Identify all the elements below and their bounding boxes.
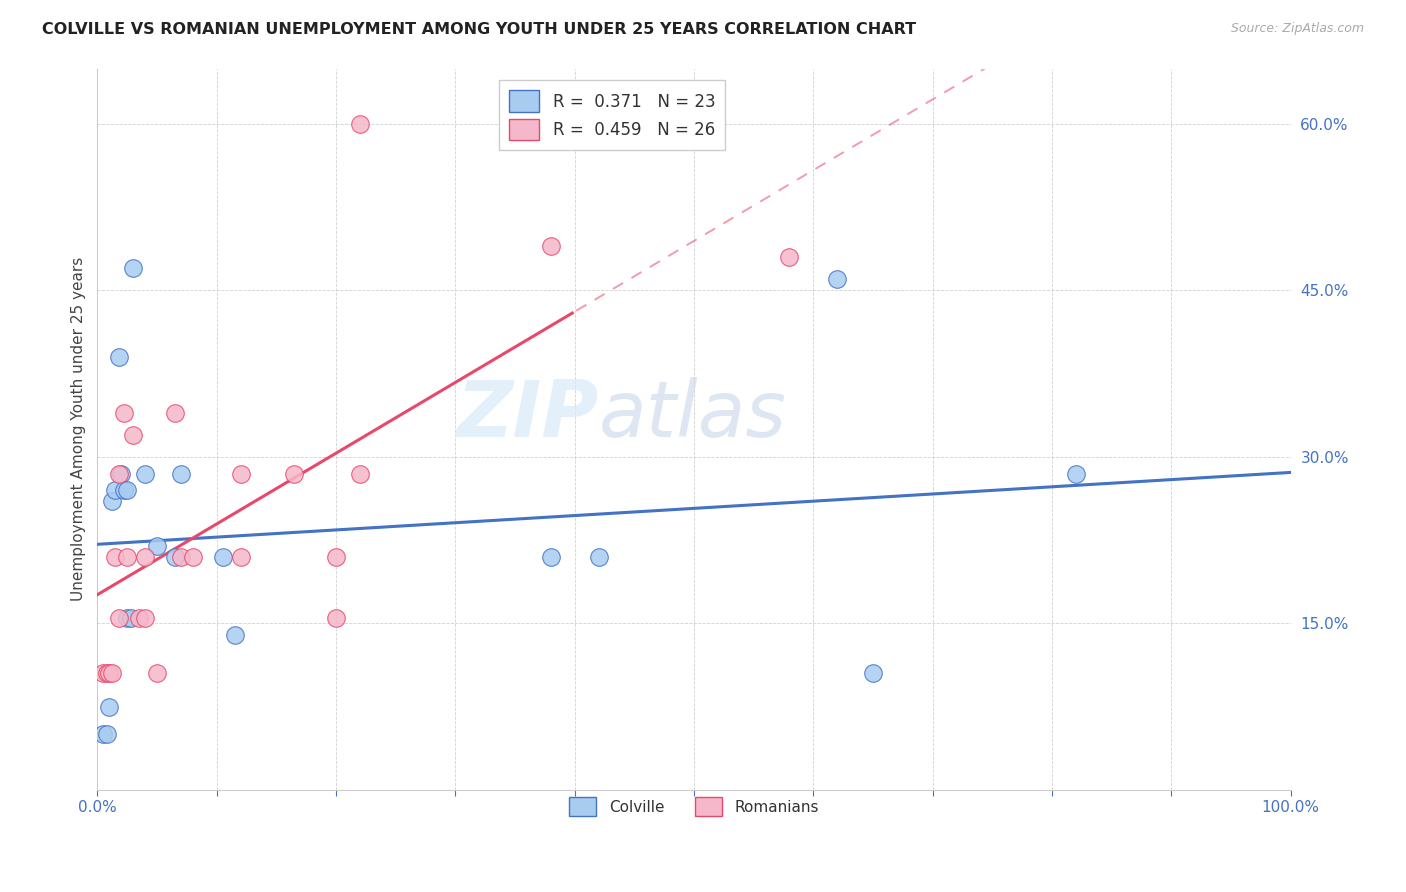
Point: [98, 699, 121, 714]
Point: [108, 467, 131, 481]
Point: [170, 467, 193, 481]
Point: [100, 666, 122, 681]
Point: [122, 261, 145, 276]
Point: [134, 611, 156, 625]
Point: [120, 611, 142, 625]
Point: [163, 549, 186, 564]
Point: [134, 467, 156, 481]
Point: [100, 494, 122, 508]
Point: [170, 549, 193, 564]
Text: ZIP: ZIP: [457, 376, 599, 453]
Point: [229, 467, 252, 481]
Point: [108, 350, 131, 364]
Point: [825, 272, 848, 286]
Text: atlas: atlas: [599, 376, 786, 453]
Point: [229, 549, 252, 564]
Point: [112, 483, 135, 498]
Legend: Colville, Romanians: Colville, Romanians: [560, 788, 828, 826]
Point: [540, 239, 562, 253]
Point: [325, 549, 347, 564]
Point: [134, 549, 156, 564]
Point: [112, 406, 135, 420]
Point: [128, 611, 150, 625]
Point: [588, 549, 610, 564]
Point: [146, 666, 169, 681]
Point: [181, 549, 204, 564]
Point: [1064, 467, 1087, 481]
Point: [110, 467, 132, 481]
Point: [115, 483, 138, 498]
Y-axis label: Unemployment Among Youth under 25 years: Unemployment Among Youth under 25 years: [72, 257, 86, 601]
Point: [146, 539, 169, 553]
Point: [115, 611, 138, 625]
Point: [104, 549, 127, 564]
Point: [98, 666, 121, 681]
Point: [104, 483, 127, 498]
Point: [211, 549, 233, 564]
Point: [862, 666, 884, 681]
Point: [224, 627, 246, 641]
Point: [163, 406, 186, 420]
Point: [325, 611, 347, 625]
Text: Source: ZipAtlas.com: Source: ZipAtlas.com: [1230, 22, 1364, 36]
Point: [122, 427, 145, 442]
Point: [96, 666, 118, 681]
Point: [778, 250, 800, 264]
Point: [96, 727, 118, 741]
Text: COLVILLE VS ROMANIAN UNEMPLOYMENT AMONG YOUTH UNDER 25 YEARS CORRELATION CHART: COLVILLE VS ROMANIAN UNEMPLOYMENT AMONG …: [42, 22, 917, 37]
Point: [115, 549, 138, 564]
Point: [91, 666, 114, 681]
Point: [540, 549, 562, 564]
Point: [108, 611, 131, 625]
Point: [283, 467, 305, 481]
Point: [349, 467, 371, 481]
Point: [91, 727, 114, 741]
Point: [349, 117, 371, 131]
